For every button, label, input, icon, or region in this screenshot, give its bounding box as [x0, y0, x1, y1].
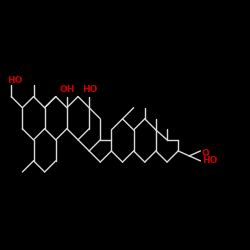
- Text: O: O: [202, 149, 209, 158]
- Text: HO: HO: [82, 85, 97, 94]
- Text: HO: HO: [202, 156, 217, 165]
- Text: OH: OH: [59, 85, 74, 94]
- Text: HO: HO: [7, 76, 22, 85]
